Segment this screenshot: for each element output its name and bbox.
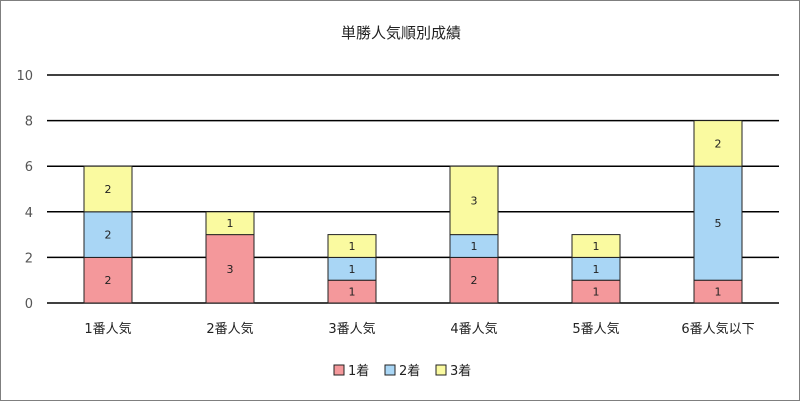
bar-segment (449, 165, 499, 236)
bar-segment (693, 120, 743, 167)
bars (83, 120, 743, 304)
x-axis-categories: 1番人気 2番人気 3番人気 4番人気 5番人気 6番人気以下 (84, 321, 754, 337)
gridlines (47, 74, 779, 304)
category-label: 1番人気 (84, 321, 131, 337)
legend-label: 2着 (399, 363, 420, 379)
data-label: 2 (715, 137, 722, 150)
legend-swatch (333, 364, 345, 376)
y-axis-ticks: 0 2 4 6 8 10 (16, 69, 33, 312)
category-label: 5番人気 (572, 321, 619, 337)
data-label: 2 (105, 274, 112, 287)
bar-segment (693, 165, 743, 281)
data-label: 1 (349, 286, 356, 299)
category-label: 3番人気 (328, 321, 375, 337)
legend-swatch (435, 364, 447, 376)
data-label: 1 (471, 240, 478, 253)
data-label: 1 (715, 286, 722, 299)
y-tick-label: 10 (16, 69, 33, 84)
data-label: 2 (105, 183, 112, 196)
chart-title: 単勝人気順別成績 (341, 24, 461, 42)
bar-segment (83, 211, 133, 258)
y-tick-label: 8 (25, 115, 33, 130)
data-label: 1 (593, 286, 600, 299)
category-label: 6番人気以下 (681, 321, 754, 337)
legend-label: 1着 (348, 363, 369, 379)
bar-segment (205, 211, 255, 236)
data-label: 1 (593, 240, 600, 253)
data-label: 1 (349, 263, 356, 276)
data-label: 5 (715, 217, 722, 230)
category-label: 4番人気 (450, 321, 497, 337)
data-label: 3 (471, 194, 478, 207)
data-label: 2 (105, 229, 112, 242)
category-label: 2番人気 (206, 321, 253, 337)
y-tick-label: 6 (25, 160, 33, 175)
bar-segment (449, 256, 499, 304)
y-tick-label: 2 (25, 251, 33, 266)
legend: 1着 2着 3着 (333, 363, 471, 379)
bar-segment (83, 256, 133, 304)
y-tick-label: 4 (25, 206, 33, 221)
data-label: 1 (227, 217, 234, 230)
data-labels: 2 2 2 3 1 1 1 1 2 1 3 1 1 1 1 5 2 (105, 137, 722, 298)
legend-label: 3着 (450, 363, 471, 379)
data-label: 3 (227, 263, 234, 276)
bar-segment (327, 234, 377, 258)
data-label: 1 (349, 240, 356, 253)
legend-swatch (384, 364, 396, 376)
data-label: 2 (471, 274, 478, 287)
data-label: 1 (593, 263, 600, 276)
bar-segment (83, 165, 133, 213)
y-tick-label: 0 (25, 297, 33, 312)
bar-segment (571, 234, 621, 258)
